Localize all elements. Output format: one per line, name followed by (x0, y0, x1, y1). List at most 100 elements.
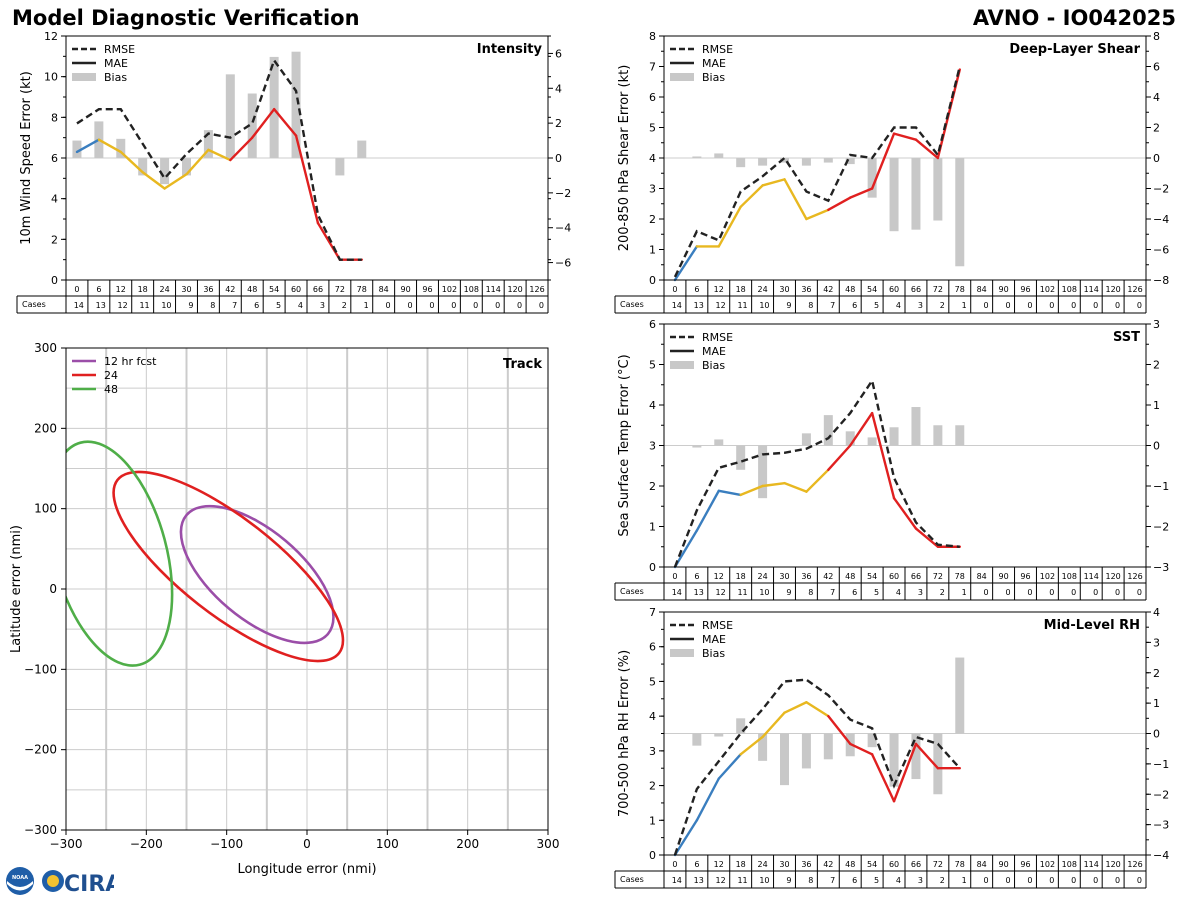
y-tick-label: 0 (649, 561, 656, 574)
case-count: 13 (694, 876, 704, 885)
case-count: 7 (232, 301, 237, 310)
case-count: 1 (962, 588, 967, 597)
case-count: 0 (1071, 876, 1076, 885)
mae-segment (761, 481, 786, 488)
y2-tick-label: 2 (1153, 667, 1160, 680)
bias-bar (911, 733, 921, 780)
y2-tick-label: −8 (1153, 274, 1169, 287)
mae-segment (739, 184, 764, 209)
chart-title: Intensity (477, 42, 543, 57)
bias-bar (269, 56, 279, 158)
case-count: 5 (276, 301, 281, 310)
bias-bar (911, 407, 921, 446)
case-count: 8 (210, 301, 215, 310)
x-tick-label: 300 (537, 837, 560, 851)
mae-segment (739, 484, 764, 497)
y2-tick-label: −2 (1153, 521, 1169, 534)
case-count: 4 (896, 301, 901, 310)
mae-segment (717, 489, 742, 497)
cases-label: Cases (22, 300, 46, 309)
page-title-right: AVNO - IO042025 (972, 6, 1176, 30)
case-count: 0 (1027, 588, 1032, 597)
mae-segment (783, 481, 808, 493)
y-tick-label: 4 (649, 152, 656, 165)
hour-label: 54 (269, 285, 279, 294)
case-count: 12 (716, 588, 726, 597)
legend-rmse-label: RMSE (702, 43, 733, 56)
hour-label: 24 (757, 285, 767, 294)
y-axis-label: 200-850 hPa Shear Error (kt) (617, 65, 632, 252)
bias-bar (138, 158, 148, 176)
case-count: 4 (298, 301, 303, 310)
y-tick-label: 300 (34, 341, 57, 355)
hour-label: 96 (1020, 860, 1030, 869)
bias-bar (867, 733, 877, 748)
y-tick-label: 1 (649, 521, 656, 534)
hour-label: 108 (1062, 572, 1077, 581)
bias-bar (911, 158, 921, 230)
y2-tick-label: 3 (1153, 636, 1160, 649)
hour-label: 36 (801, 285, 811, 294)
hour-label: 60 (291, 285, 301, 294)
bias-bar (867, 437, 877, 446)
mae-segment (316, 221, 342, 261)
y-tick-label: 0 (649, 274, 656, 287)
bias-bar (823, 733, 833, 760)
case-count: 14 (672, 588, 682, 597)
y2-tick-label: 4 (555, 82, 562, 95)
bias-bar (714, 733, 724, 737)
bias-bar (823, 158, 833, 163)
legend-bias-label: Bias (702, 71, 725, 84)
case-count: 0 (1137, 301, 1142, 310)
legend-mae-label: MAE (702, 57, 726, 70)
y2-tick-label: 2 (1153, 359, 1160, 372)
bias-bar (736, 445, 746, 470)
case-count: 12 (716, 301, 726, 310)
bias-bar (736, 718, 746, 734)
hour-label: 102 (442, 285, 457, 294)
rmse-line (673, 66, 961, 278)
hour-label: 0 (672, 860, 677, 869)
hour-label: 114 (486, 285, 501, 294)
hour-label: 66 (911, 860, 921, 869)
hour-label: 120 (507, 285, 522, 294)
hour-label: 0 (672, 572, 677, 581)
rmse-line (76, 57, 362, 261)
hour-label: 120 (1105, 860, 1120, 869)
hour-label: 114 (1084, 860, 1099, 869)
case-count: 3 (918, 876, 923, 885)
y-tick-label: 3 (649, 745, 656, 758)
mae-segment (805, 701, 830, 718)
case-count: 2 (940, 588, 945, 597)
case-count: 0 (1115, 588, 1120, 597)
hour-label: 126 (529, 285, 544, 294)
bias-bar (335, 158, 345, 176)
mae-segment (739, 735, 764, 756)
legend-bias-swatch (670, 361, 694, 369)
case-count: 9 (786, 301, 791, 310)
legend-bias-swatch (670, 73, 694, 81)
mae-segment (870, 411, 896, 500)
case-count: 0 (407, 301, 412, 310)
case-count: 0 (539, 301, 544, 310)
bias-bar (933, 158, 943, 221)
case-count: 0 (984, 301, 989, 310)
legend-mae-label: MAE (104, 57, 128, 70)
mae-segment (141, 171, 166, 190)
case-count: 2 (940, 876, 945, 885)
mae-segment (761, 178, 786, 187)
case-count: 9 (786, 588, 791, 597)
bias-bar (692, 156, 702, 158)
hour-label: 0 (672, 285, 677, 294)
case-count: 3 (320, 301, 325, 310)
cases-label: Cases (620, 587, 644, 596)
error-ellipse (112, 470, 345, 663)
hour-label: 12 (714, 285, 724, 294)
bias-bar (247, 93, 257, 158)
hour-label: 12 (714, 572, 724, 581)
case-count: 2 (940, 301, 945, 310)
case-count: 0 (1115, 876, 1120, 885)
case-count: 0 (1027, 301, 1032, 310)
